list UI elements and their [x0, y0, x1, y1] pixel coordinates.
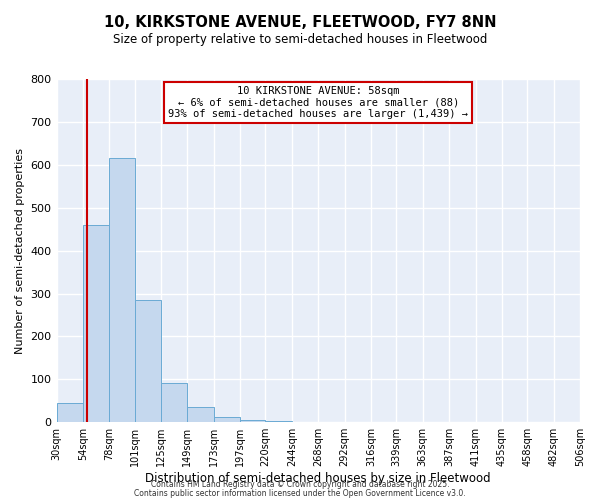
Bar	[83, 225, 109, 422]
Text: Contains public sector information licensed under the Open Government Licence v3: Contains public sector information licen…	[134, 488, 466, 498]
Text: Contains HM Land Registry data © Crown copyright and database right 2025.: Contains HM Land Registry data © Crown c…	[151, 480, 449, 489]
Bar	[109, 158, 134, 422]
Bar	[265, 421, 292, 422]
Text: 10 KIRKSTONE AVENUE: 58sqm
← 6% of semi-detached houses are smaller (88)
93% of : 10 KIRKSTONE AVENUE: 58sqm ← 6% of semi-…	[168, 86, 468, 119]
Text: 10, KIRKSTONE AVENUE, FLEETWOOD, FY7 8NN: 10, KIRKSTONE AVENUE, FLEETWOOD, FY7 8NN	[104, 15, 496, 30]
Text: Size of property relative to semi-detached houses in Fleetwood: Size of property relative to semi-detach…	[113, 32, 487, 46]
Bar	[240, 420, 265, 422]
Bar	[56, 403, 83, 422]
Bar	[161, 382, 187, 422]
Bar	[214, 417, 240, 422]
Bar	[187, 407, 214, 422]
X-axis label: Distribution of semi-detached houses by size in Fleetwood: Distribution of semi-detached houses by …	[145, 472, 491, 485]
Y-axis label: Number of semi-detached properties: Number of semi-detached properties	[15, 148, 25, 354]
Bar	[134, 300, 161, 422]
